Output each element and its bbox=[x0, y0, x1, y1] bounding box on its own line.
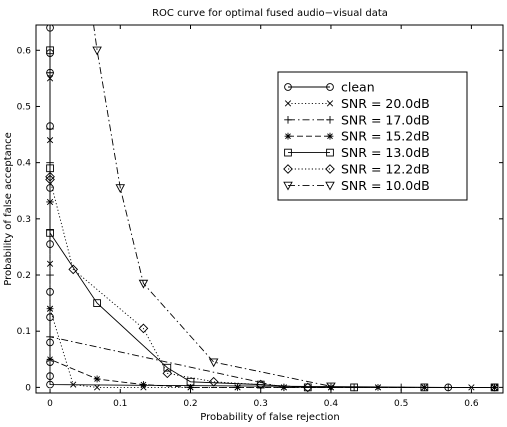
series-4 bbox=[46, 46, 499, 392]
data-point bbox=[138, 279, 149, 289]
data-point bbox=[45, 174, 55, 185]
x-tick-label: 0.4 bbox=[324, 399, 339, 409]
data-point bbox=[490, 383, 499, 392]
legend-marker bbox=[283, 164, 293, 174]
legend-marker bbox=[326, 148, 334, 157]
data-point bbox=[302, 382, 313, 393]
legend-marker bbox=[326, 100, 334, 107]
y-tick-label: 0.4 bbox=[17, 159, 32, 169]
legend-marker bbox=[284, 83, 292, 91]
series-5 bbox=[45, 171, 313, 393]
y-tick-label: 0.6 bbox=[17, 46, 32, 56]
data-point bbox=[93, 375, 101, 383]
legend-label: SNR = 15.2dB bbox=[341, 129, 430, 144]
data-point bbox=[46, 229, 54, 237]
data-point bbox=[46, 305, 54, 313]
data-point bbox=[256, 380, 265, 389]
y-axis-label: Probability of false acceptance bbox=[3, 132, 14, 286]
data-point bbox=[93, 384, 101, 391]
chart-title: ROC curve for optimal fused audio−visual… bbox=[152, 8, 388, 19]
x-tick-label: 0.3 bbox=[254, 399, 268, 409]
data-point bbox=[93, 299, 101, 307]
legend-label: clean bbox=[341, 80, 375, 95]
legend-label: SNR = 17.0dB bbox=[341, 112, 430, 127]
data-point bbox=[138, 323, 149, 334]
legend-marker bbox=[325, 164, 335, 174]
data-point bbox=[70, 381, 77, 388]
legend-marker bbox=[283, 181, 293, 191]
x-tick-label: 0.6 bbox=[464, 399, 479, 409]
legend-label: SNR = 10.0dB bbox=[341, 178, 430, 193]
data-point bbox=[46, 271, 54, 279]
axis-ticks: 0 0.1 0.2 0.3 0.4 0.5 0.6 0 0.1 0.2 0.3 0.4 0.5 0.6 bbox=[17, 25, 503, 409]
legend-marker bbox=[326, 132, 334, 140]
data-point bbox=[350, 383, 358, 392]
y-tick-label: 0.1 bbox=[17, 327, 31, 337]
data-point bbox=[326, 382, 336, 392]
series-6 bbox=[92, 25, 336, 392]
x-tick-label: 0.5 bbox=[394, 399, 408, 409]
series-layer bbox=[45, 25, 499, 393]
legend-marker bbox=[284, 116, 292, 124]
data-point bbox=[234, 383, 241, 391]
legend-marker bbox=[325, 181, 335, 191]
legend-label: SNR = 20.0dB bbox=[341, 96, 430, 111]
legend-marker bbox=[326, 83, 334, 91]
data-point bbox=[208, 376, 219, 387]
data-point bbox=[46, 164, 54, 173]
data-point bbox=[140, 381, 147, 388]
data-point bbox=[46, 355, 54, 363]
legend-label: SNR = 12.2dB bbox=[341, 162, 430, 177]
data-point bbox=[187, 383, 194, 391]
data-point bbox=[115, 184, 126, 194]
x-tick-label: 0 bbox=[47, 399, 53, 409]
legend-marker bbox=[326, 116, 334, 124]
y-tick-label: 0.5 bbox=[17, 102, 31, 112]
data-point bbox=[68, 264, 79, 275]
data-point bbox=[162, 368, 173, 379]
data-point bbox=[92, 46, 102, 56]
data-point bbox=[46, 46, 54, 55]
x-tick-label: 0.2 bbox=[183, 399, 197, 409]
data-point bbox=[303, 383, 312, 392]
x-tick-label: 0.1 bbox=[113, 399, 127, 409]
y-tick-label: 0 bbox=[25, 383, 31, 393]
legend-marker bbox=[284, 148, 292, 157]
data-point bbox=[46, 380, 54, 389]
y-tick-label: 0.3 bbox=[17, 215, 31, 225]
data-point bbox=[45, 171, 55, 182]
data-point bbox=[280, 383, 288, 391]
data-point bbox=[208, 358, 219, 368]
legend-marker bbox=[284, 132, 292, 140]
x-axis-label: Probability of false rejection bbox=[200, 412, 339, 423]
data-point bbox=[46, 25, 54, 32]
y-tick-label: 0.2 bbox=[17, 271, 31, 281]
data-point bbox=[255, 379, 266, 390]
data-point bbox=[46, 372, 54, 380]
legend-label: SNR = 13.0dB bbox=[341, 145, 430, 160]
legend-marker bbox=[284, 100, 292, 107]
series-line bbox=[49, 50, 495, 388]
data-point bbox=[420, 383, 429, 392]
data-point bbox=[186, 377, 195, 386]
